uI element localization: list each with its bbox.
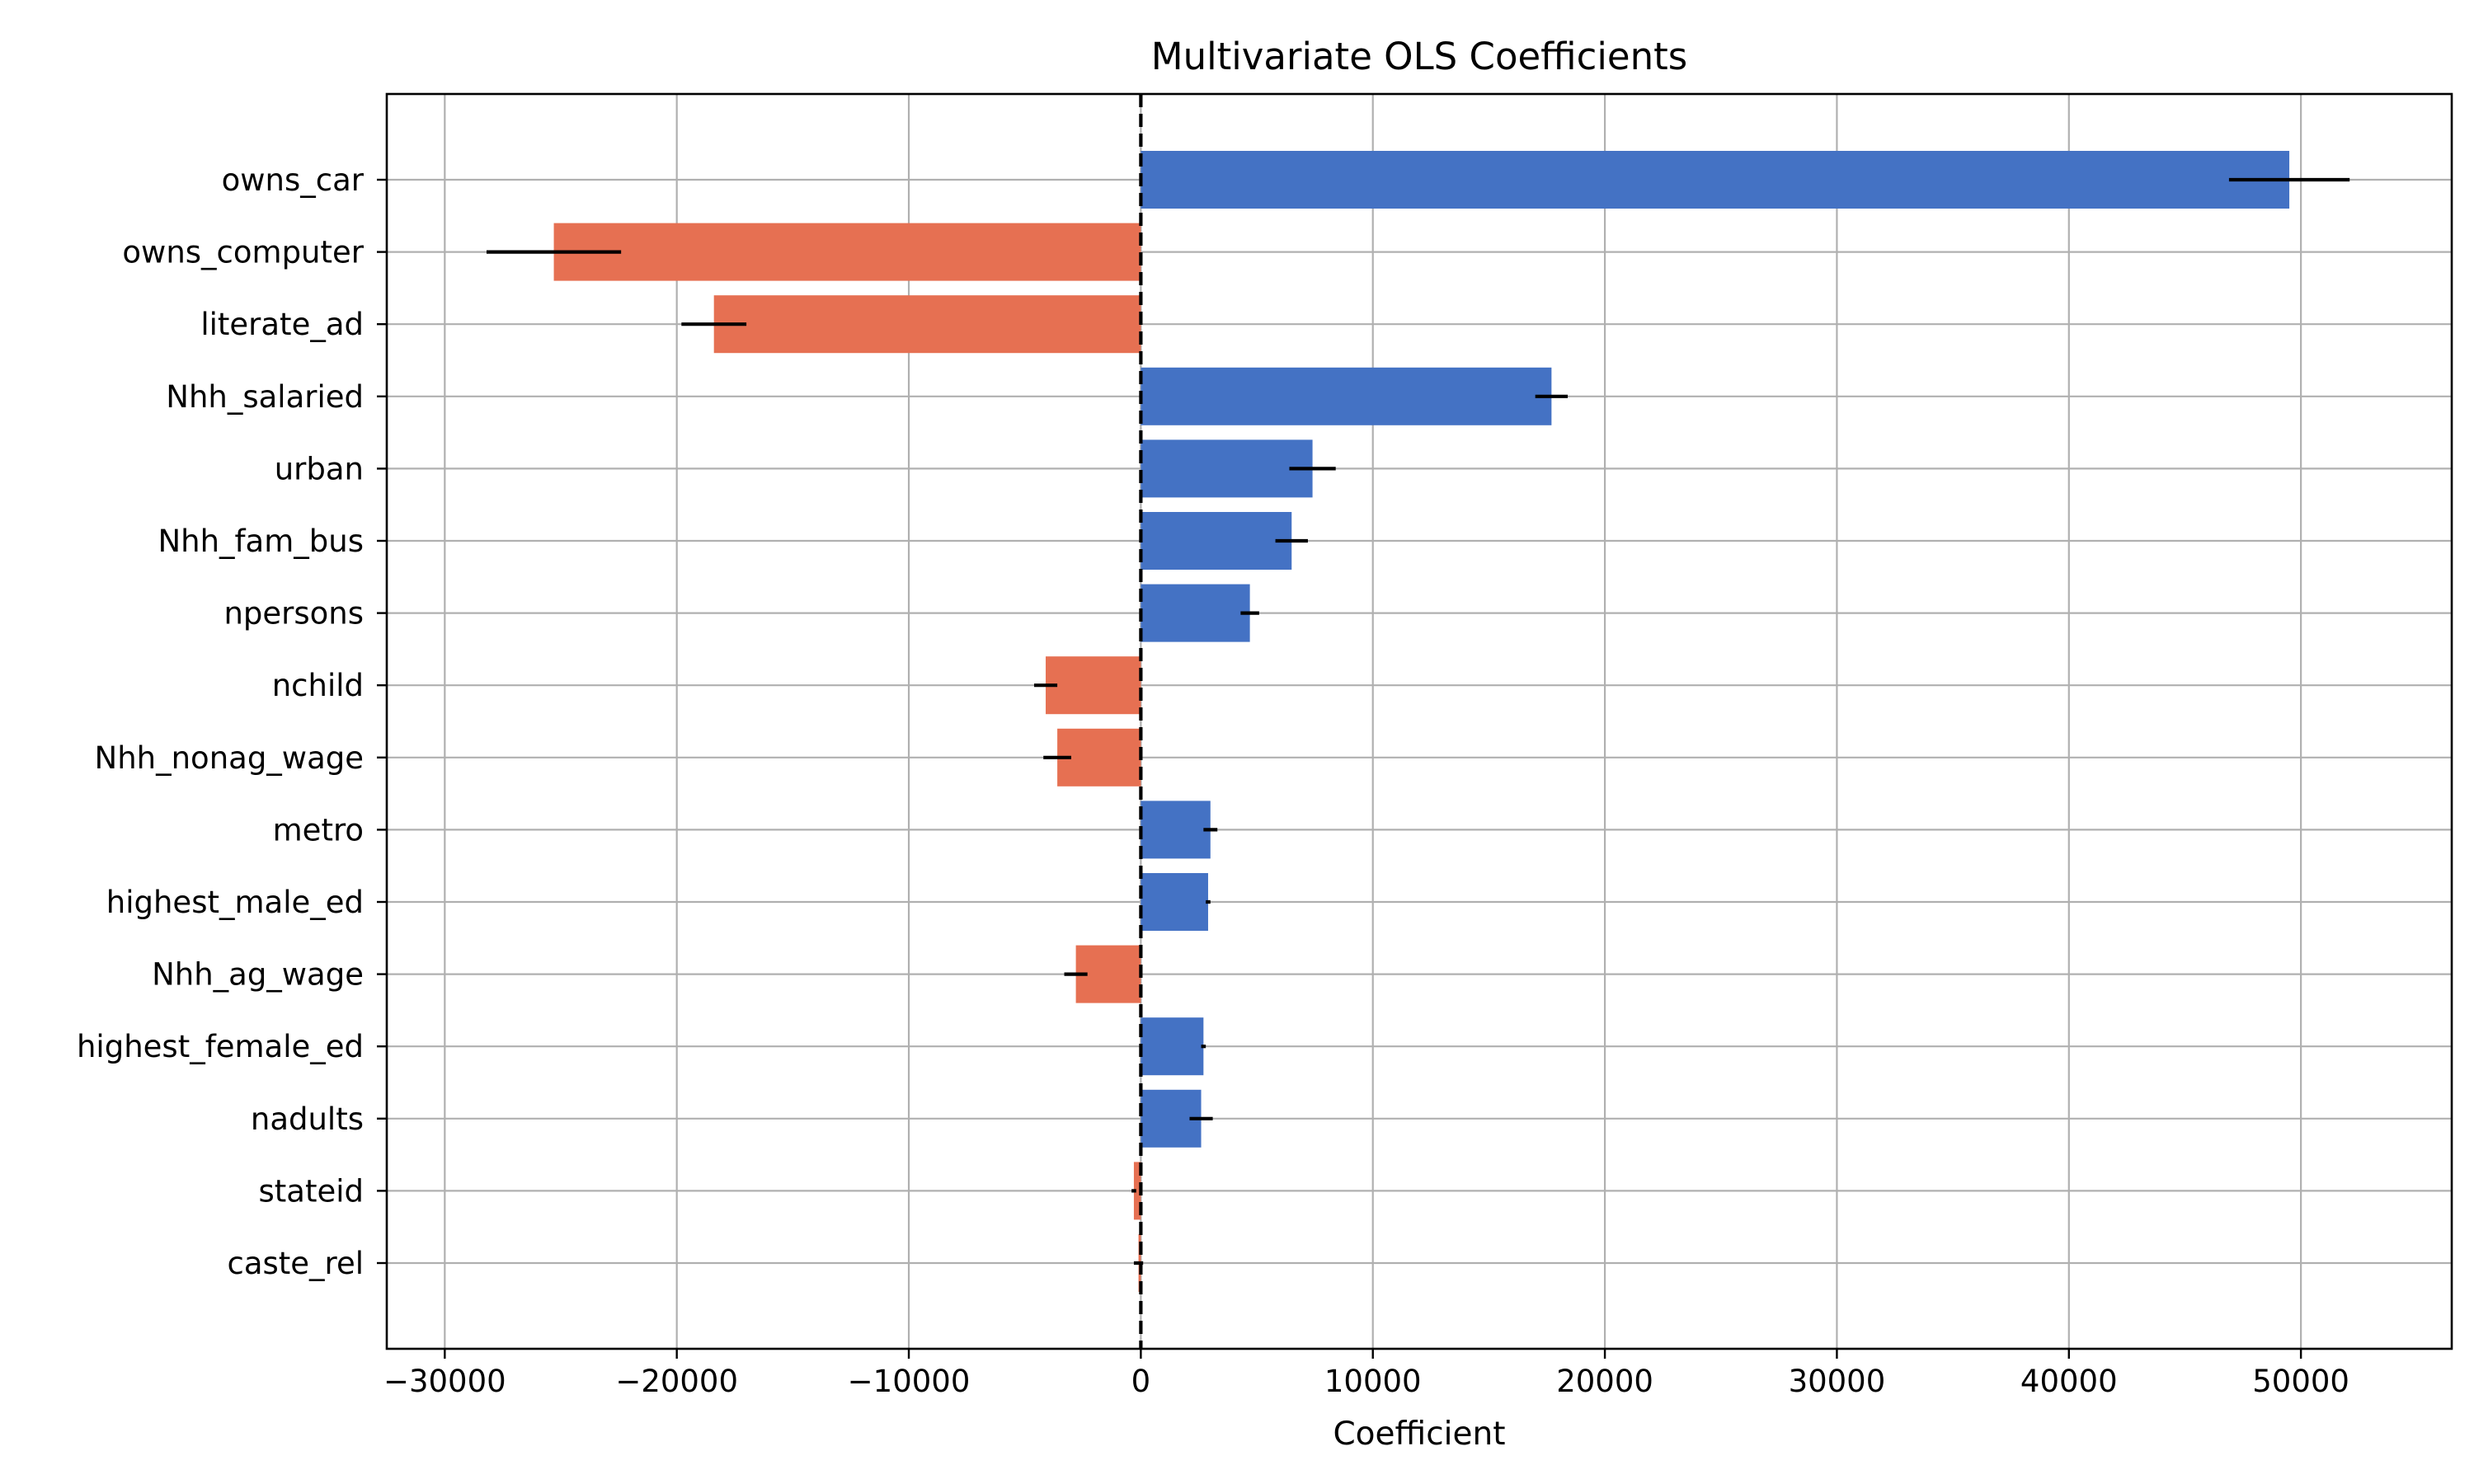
category-label-nadults: nadults — [251, 1101, 364, 1137]
category-label-stateid: stateid — [259, 1173, 365, 1209]
category-label-highest-male-ed: highest_male_ed — [106, 885, 364, 920]
x-tick-label: 20000 — [1556, 1364, 1653, 1399]
category-label-nhh-fam-bus: Nhh_fam_bus — [158, 524, 364, 559]
bars — [553, 151, 2290, 1292]
category-label-urban: urban — [275, 451, 364, 486]
y-axis-ticks: owns_car owns_computer literate_ad Nhh_sala… — [77, 162, 387, 1281]
x-tick-label: 30000 — [1789, 1364, 1886, 1399]
x-tick-label: −20000 — [615, 1364, 738, 1399]
x-tick-label: −30000 — [383, 1364, 506, 1399]
bar-nhh-salaried — [1141, 367, 1552, 425]
category-label-npersons: npersons — [223, 596, 364, 632]
bar-highest-male-ed — [1141, 873, 1208, 931]
category-label-nchild: nchild — [272, 668, 364, 703]
chart-title: Multivariate OLS Coefficients — [1151, 35, 1687, 78]
category-label-literate-ad: literate_ad — [200, 307, 364, 342]
x-tick-label: 0 — [1131, 1364, 1151, 1399]
x-tick-label: 50000 — [2252, 1364, 2349, 1399]
category-label-nhh-ag-wage: Nhh_ag_wage — [152, 957, 364, 993]
x-axis-label: Coefficient — [1333, 1416, 1505, 1453]
bar-urban — [1141, 439, 1313, 498]
category-label-metro: metro — [273, 812, 364, 848]
x-tick-label: −10000 — [848, 1364, 971, 1399]
plot-frame — [385, 92, 2453, 1350]
bar-metro — [1141, 801, 1211, 859]
bar-stateid — [1133, 1162, 1141, 1220]
x-axis-ticks: −30000 −20000 −10000 0 10000 20000 30000 40000 5… — [383, 1349, 2349, 1399]
bar-owns-car — [1141, 151, 2290, 209]
bar-npersons — [1141, 584, 1250, 642]
bar-literate-ad — [713, 295, 1141, 354]
x-tick-label: 40000 — [2020, 1364, 2118, 1399]
category-label-caste-rel: caste_rel — [227, 1246, 364, 1281]
category-label-highest-female-ed: highest_female_ed — [77, 1029, 364, 1064]
bar-owns-computer — [553, 223, 1141, 281]
bar-highest-female-ed — [1141, 1017, 1204, 1076]
category-label-nhh-salaried: Nhh_salaried — [166, 379, 364, 415]
category-label-owns-computer: owns_computer — [122, 235, 364, 270]
category-label-owns-car: owns_car — [222, 162, 365, 198]
category-label-nhh-nonag-wage: Nhh_nonag_wage — [95, 740, 364, 776]
bar-nhh-fam-bus — [1141, 512, 1292, 570]
bar-nchild — [1046, 656, 1141, 715]
x-tick-label: 10000 — [1324, 1364, 1422, 1399]
